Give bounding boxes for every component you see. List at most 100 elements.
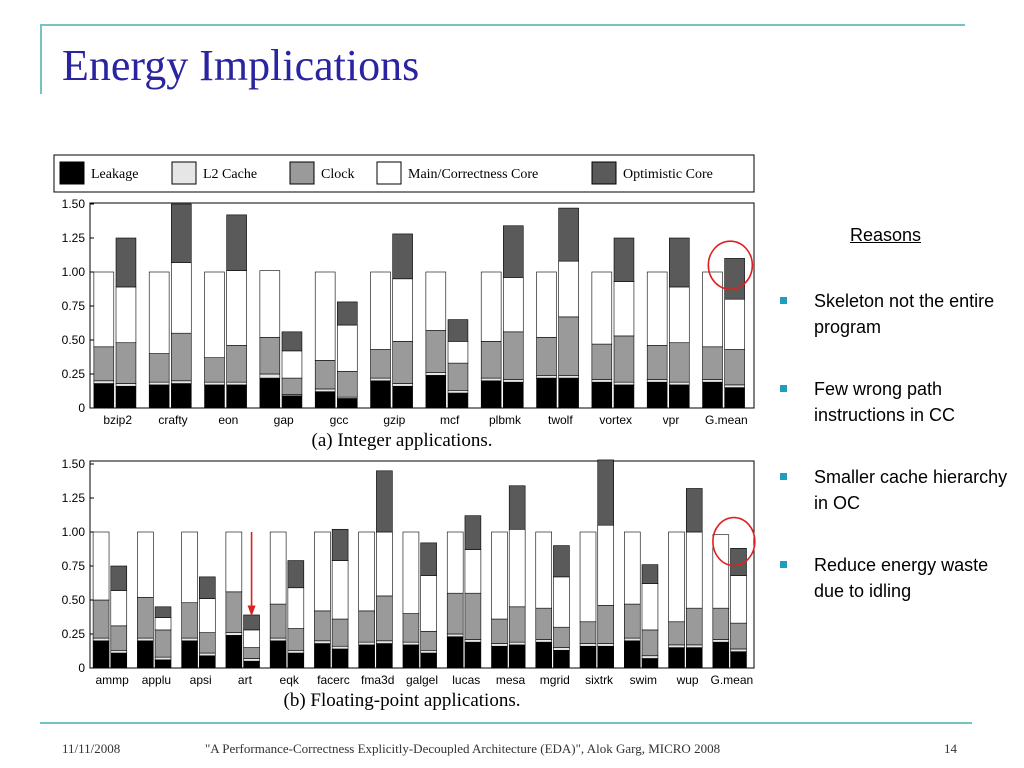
bar-segment (503, 225, 524, 278)
bar-segment (491, 645, 508, 669)
bar-segment (464, 549, 482, 594)
category-label: eon (218, 413, 238, 427)
bar-segment (668, 644, 685, 648)
bar-segment (641, 655, 659, 659)
legend-swatch (59, 161, 85, 185)
category-label: gcc (330, 413, 349, 427)
bar-segment (181, 637, 198, 642)
bar-segment (480, 271, 502, 342)
bar-segment (137, 637, 154, 642)
bar-segment (425, 271, 447, 331)
reason-item: Few wrong path instructions in CC (778, 376, 1018, 428)
bar-segment (110, 625, 128, 651)
bar-segment (110, 652, 128, 669)
top-rule (40, 24, 965, 26)
bar-segment (508, 641, 526, 646)
bar-segment (259, 373, 281, 379)
bar-segment (730, 648, 747, 652)
y-tick-label: 1.00 (62, 265, 86, 279)
bar-segment (558, 260, 579, 318)
bar-segment (597, 645, 614, 669)
bar-segment (204, 381, 225, 386)
bar-segment (420, 542, 437, 576)
bar-segment (226, 384, 247, 409)
bar-segment (314, 360, 336, 390)
bar-segment (115, 383, 137, 387)
bar-segment (447, 362, 469, 391)
bar-segment (623, 603, 641, 639)
bar-segment (685, 488, 703, 533)
category-label: sixtrk (585, 673, 614, 687)
bar-segment (331, 560, 349, 620)
legend-label: Main/Correctness Core (408, 167, 538, 182)
bar-segment (148, 381, 170, 386)
bar-segment (685, 531, 703, 609)
bar-segment (181, 640, 198, 669)
figure: Leakage L2 Cache Clock Main/Correctness Cor… (52, 150, 760, 720)
bar-segment (646, 381, 668, 409)
category-label: vpr (663, 413, 680, 427)
chart-caption: (a) Integer applications. (312, 430, 493, 451)
category-label: mcf (440, 413, 460, 427)
arrow-head-icon (247, 605, 256, 617)
bar-segment (314, 610, 331, 642)
bar-segment (199, 632, 216, 654)
bar-segment (259, 336, 281, 375)
category-label: ammp (95, 673, 129, 687)
bar-segment (269, 531, 287, 605)
bar-segment (225, 632, 243, 636)
bar-segment (110, 590, 128, 627)
bar-segment (425, 372, 447, 376)
bar-segment (225, 591, 243, 633)
bar-segment (154, 606, 172, 618)
bar-segment (402, 641, 420, 646)
bar-segment (641, 564, 659, 584)
bar-segment (491, 531, 508, 620)
bar-segment (536, 336, 557, 376)
bar-segment (536, 377, 557, 409)
bar-segment (281, 331, 303, 352)
bar-segment (553, 576, 570, 628)
bar-segment (337, 301, 358, 326)
bar-segment (712, 639, 730, 643)
y-tick-label: 0.75 (62, 559, 86, 573)
bar-segment (148, 353, 170, 383)
bar-segment (579, 531, 597, 623)
bar-segment (508, 485, 526, 530)
bullet-square-icon (780, 561, 787, 568)
bar-segment (669, 381, 690, 386)
bar-segment (287, 560, 305, 589)
bar-segment (536, 271, 557, 338)
bar-segment (420, 575, 437, 632)
bar-segment (370, 271, 391, 350)
bar-segment (446, 531, 464, 594)
legend-label: Clock (321, 167, 354, 182)
bar-segment (730, 548, 747, 576)
legend-swatch (171, 161, 197, 185)
bar-segment (685, 647, 703, 669)
bar-segment (154, 659, 172, 669)
bar-segment (702, 381, 723, 409)
bar-segment (331, 645, 349, 650)
bar-segment (154, 656, 172, 661)
bar-segment (464, 639, 482, 643)
bar-segment (480, 380, 502, 409)
reason-text: Reduce energy waste due to idling (814, 555, 989, 601)
bar-segment (480, 377, 502, 382)
bar-segment (464, 592, 482, 640)
bar-segment (287, 587, 305, 629)
bar-segment (392, 233, 413, 280)
bar-segment (287, 652, 305, 669)
bar-segment (712, 607, 730, 640)
bar-segment (641, 583, 659, 631)
bar-segment (337, 370, 358, 398)
bar-segment (243, 660, 260, 669)
bar-segment (337, 398, 358, 409)
category-label: mgrid (540, 673, 570, 687)
footer-date: 11/11/2008 (62, 741, 121, 756)
category-label: vortex (599, 413, 632, 427)
category-label: wup (676, 673, 699, 687)
bar-segment (503, 277, 524, 333)
highlight-circle (712, 516, 756, 567)
y-tick-label: 0 (78, 401, 85, 415)
